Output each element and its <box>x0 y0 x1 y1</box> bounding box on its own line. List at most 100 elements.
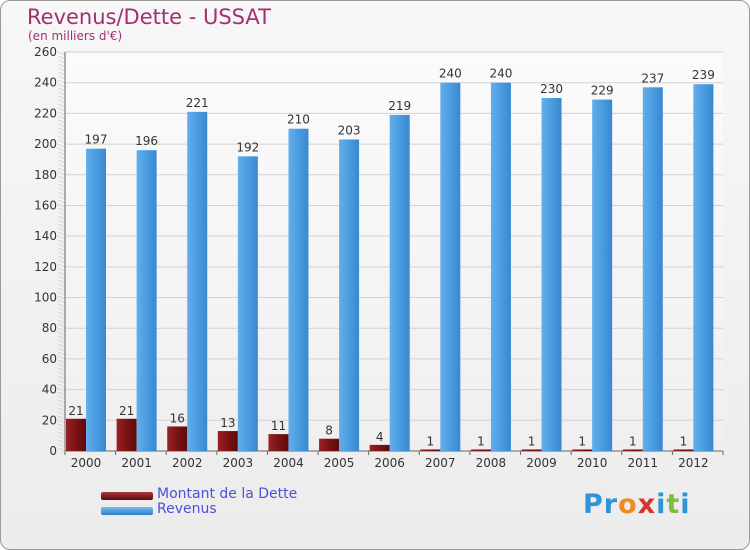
bar-revenus <box>237 156 258 451</box>
axis-hatch <box>57 175 66 180</box>
axis-hatch <box>57 151 66 156</box>
bar-revenus <box>592 99 613 452</box>
bar-revenus <box>389 114 410 452</box>
bar-dette <box>521 449 542 451</box>
axis-hatch <box>57 407 66 412</box>
data-label-revenus: 196 <box>135 134 158 148</box>
bar-revenus <box>187 111 208 451</box>
axis-hatch <box>57 267 66 272</box>
axis-hatch <box>57 143 66 148</box>
axis-hatch <box>57 447 66 452</box>
data-label-dette: 21 <box>68 404 83 418</box>
data-label-revenus: 229 <box>591 84 614 98</box>
axis-hatch <box>57 179 66 184</box>
bar-dette <box>572 449 593 451</box>
bar-revenus <box>288 128 309 451</box>
axis-hatch <box>57 311 66 316</box>
data-label-revenus: 210 <box>287 113 310 127</box>
x-tick-label: 2010 <box>577 456 608 470</box>
axis-hatch <box>57 87 66 92</box>
y-tick-label: 100 <box>34 291 57 305</box>
axis-hatch <box>57 443 66 448</box>
y-tick-label: 80 <box>42 321 57 335</box>
axis-hatch <box>57 63 66 68</box>
y-tick-label: 140 <box>34 229 57 243</box>
bar-revenus <box>490 82 511 451</box>
axis-hatch <box>57 123 66 128</box>
data-label-revenus: 237 <box>641 71 664 85</box>
axis-hatch <box>57 183 66 188</box>
bar-dette <box>66 418 86 451</box>
bar-revenus <box>440 82 461 451</box>
x-tick-label: 2008 <box>476 456 507 470</box>
axis-hatch <box>57 431 66 436</box>
axis-hatch <box>57 243 66 248</box>
x-tick-label: 2007 <box>425 456 456 470</box>
y-tick-label: 160 <box>34 198 57 212</box>
bar-dette <box>470 449 491 451</box>
axis-hatch <box>57 139 66 144</box>
legend-swatch-dette <box>101 492 153 500</box>
bar-dette <box>268 434 289 451</box>
axis-hatch <box>57 119 66 124</box>
axis-hatch <box>57 131 66 136</box>
axis-hatch <box>57 275 66 280</box>
legend-swatch-revenus <box>101 507 153 515</box>
axis-hatch <box>57 427 66 432</box>
axis-hatch <box>57 351 66 356</box>
axis-hatch <box>57 375 66 380</box>
axis-hatch <box>57 355 66 360</box>
x-tick-label: 2005 <box>324 456 355 470</box>
axis-hatch <box>57 411 66 416</box>
axis-hatch <box>57 399 66 404</box>
data-label-dette: 1 <box>477 434 485 448</box>
data-label-revenus: 239 <box>692 68 715 82</box>
axis-hatch <box>57 167 66 172</box>
data-label-dette: 11 <box>271 419 286 433</box>
axis-hatch <box>57 379 66 384</box>
bar-revenus <box>642 87 663 452</box>
x-tick-label: 2004 <box>273 456 304 470</box>
data-label-dette: 1 <box>426 434 434 448</box>
data-label-revenus: 197 <box>85 133 108 147</box>
axis-hatch <box>57 415 66 420</box>
axis-hatch <box>57 111 66 116</box>
logo-letter: r <box>603 489 619 520</box>
axis-hatch <box>57 435 66 440</box>
axis-hatch <box>57 55 66 60</box>
axis-hatch <box>57 223 66 228</box>
axis-hatch <box>57 99 66 104</box>
axis-hatch <box>57 235 66 240</box>
axis-hatch <box>57 67 66 72</box>
axis-hatch <box>57 207 66 212</box>
bar-revenus <box>339 139 360 451</box>
axis-hatch <box>57 171 66 176</box>
proxiti-logo: Proxiti <box>583 489 691 520</box>
axis-hatch <box>57 199 66 204</box>
axis-hatch <box>57 439 66 444</box>
axis-hatch <box>57 331 66 336</box>
axis-hatch <box>57 371 66 376</box>
axis-hatch <box>57 327 66 332</box>
bar-dette <box>673 449 694 451</box>
bar-dette <box>622 449 643 451</box>
bar-dette <box>167 426 188 451</box>
axis-hatch <box>57 403 66 408</box>
axis-hatch <box>57 395 66 400</box>
axis-hatch <box>57 195 66 200</box>
y-tick-label: 60 <box>42 352 57 366</box>
axis-hatch <box>57 279 66 284</box>
y-tick-label: 260 <box>34 45 57 59</box>
axis-hatch <box>57 91 66 96</box>
bar-dette <box>319 438 340 451</box>
axis-hatch <box>57 231 66 236</box>
y-tick-label: 240 <box>34 76 57 90</box>
axis-hatch <box>57 159 66 164</box>
axis-hatch <box>57 155 66 160</box>
chart-subtitle: (en milliers d'€) <box>28 29 123 43</box>
legend-label-revenus: Revenus <box>157 501 217 517</box>
data-label-revenus: 240 <box>439 67 462 81</box>
axis-hatch <box>57 319 66 324</box>
